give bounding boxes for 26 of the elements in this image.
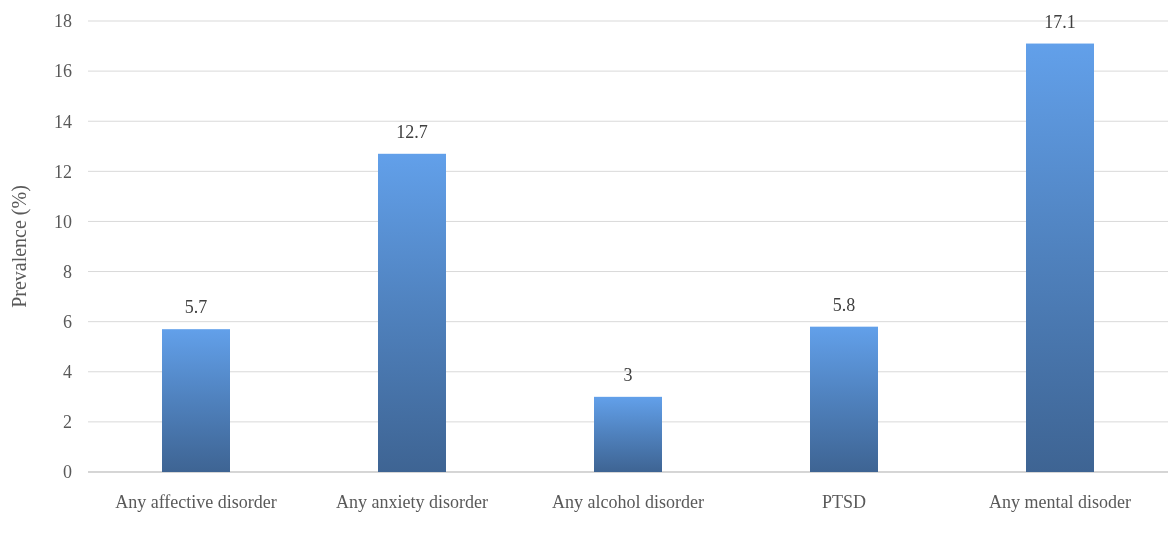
x-tick-label: Any mental disoder [989,492,1131,512]
data-label: 5.8 [832,294,856,315]
bar [810,326,878,472]
data-label: 3 [623,364,633,385]
y-tick-label: 2 [63,412,72,433]
y-tick-label: 4 [63,362,72,383]
y-tick-label: 6 [63,311,72,332]
data-label: 17.1 [1044,11,1076,32]
bar [1026,43,1094,472]
y-tick-label: 14 [54,111,72,132]
bar [162,329,230,472]
bar [378,153,446,472]
y-axis-title: Prevalence (%) [8,185,31,308]
data-label: 5.7 [184,297,208,318]
y-tick-label: 8 [63,261,72,282]
x-tick-label: PTSD [821,492,867,512]
bar [594,396,662,472]
x-tick-label: Any alcohol disorder [552,492,704,512]
data-label: 12.7 [396,121,428,142]
y-tick-label: 12 [54,161,72,182]
y-tick-label: 16 [54,61,72,82]
y-tick-label: 10 [54,211,72,232]
y-tick-label: 18 [54,11,72,32]
x-tick-label: Any anxiety disorder [336,492,488,512]
x-tick-label: Any affective disorder [115,492,277,512]
y-tick-label: 0 [63,462,72,483]
